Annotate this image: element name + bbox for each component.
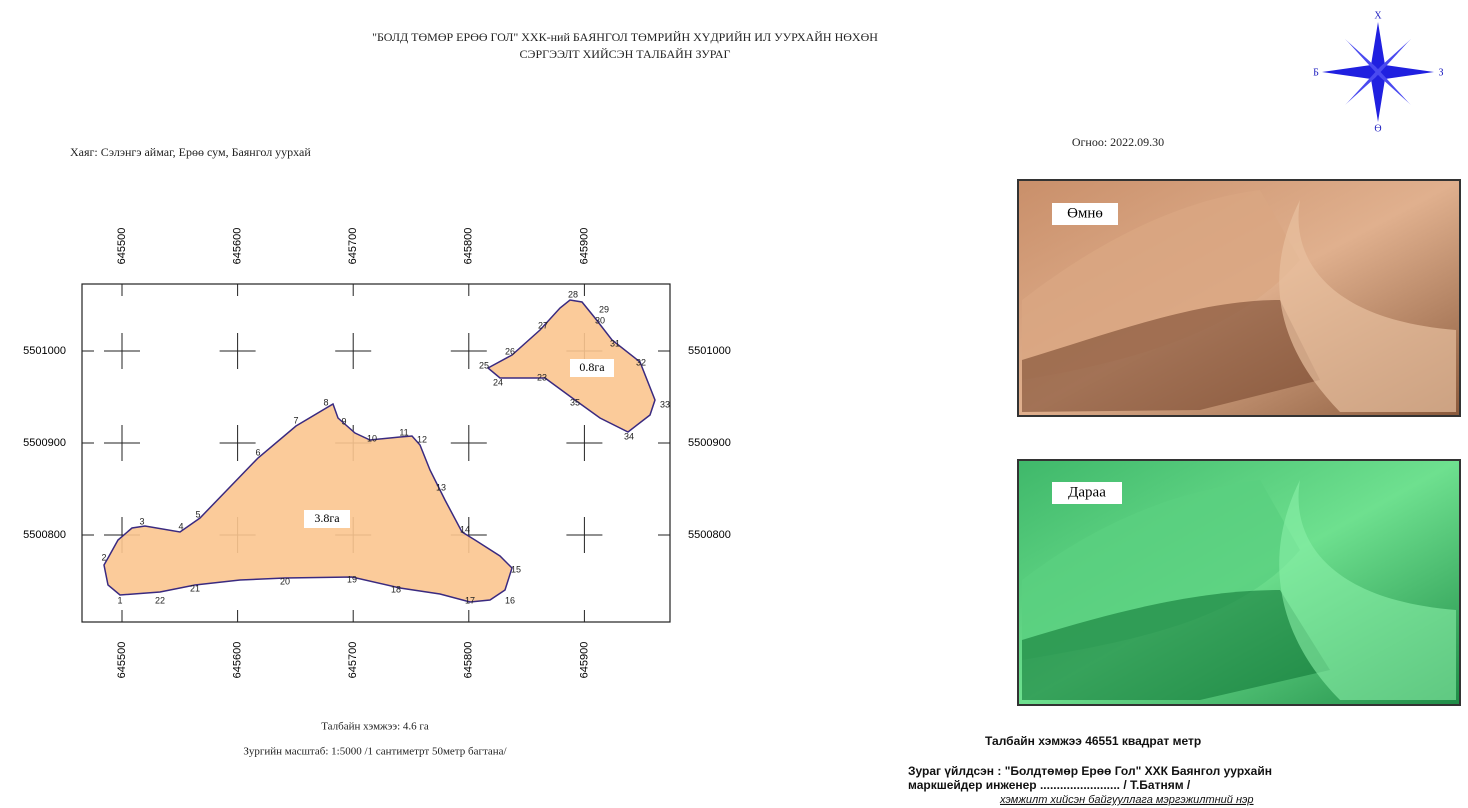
y-coord-label: 5500800 (688, 529, 731, 541)
point-label: 11 (399, 427, 408, 437)
area-label-bg (570, 359, 614, 377)
point-label: 5 (195, 509, 200, 519)
x-coord-label: 645500 (116, 228, 128, 265)
point-label: 27 (538, 320, 548, 330)
area-value: 46551 (1085, 734, 1119, 748)
point-label: 13 (436, 482, 446, 492)
point-label: 34 (624, 431, 634, 441)
point-label: 20 (280, 576, 290, 586)
photo-label: Өмнө (1067, 205, 1103, 221)
photo-after: Дараа (1017, 459, 1461, 706)
point-label: 17 (465, 595, 475, 605)
point-label: 26 (505, 346, 515, 356)
point-label: 9 (341, 416, 346, 426)
point-label: 10 (367, 433, 377, 443)
point-label: 23 (537, 372, 547, 382)
engineer: маркшейдер инженер .....................… (908, 778, 1191, 792)
point-label: 3 (139, 516, 144, 526)
footer-scale: Зургийн масштаб: 1:5000 /1 сантиметрт 50… (243, 746, 507, 758)
compass: Х Б З Ө (1313, 10, 1443, 134)
point-label: 21 (190, 583, 200, 593)
point-label: 24 (493, 377, 503, 387)
x-coord-label: 645800 (463, 228, 475, 265)
point-label: 16 (505, 595, 515, 605)
y-coord-label: 5501000 (23, 345, 66, 357)
area-suffix: квадрат метр (1122, 734, 1201, 748)
point-label: 14 (460, 524, 470, 534)
x-coord-label: 645900 (578, 642, 590, 679)
area-total: Талбайн хэмжээ 46551 квадрат метр (985, 734, 1201, 748)
y-coord-label: 5501000 (688, 345, 731, 357)
point-label: 35 (570, 397, 580, 407)
point-label: 4 (178, 521, 183, 531)
footer-area: Талбайн хэмжээ: 4.6 га (321, 721, 429, 733)
y-coord-label: 5500900 (23, 437, 66, 449)
point-label: 1 (117, 595, 122, 605)
compass-w: Б (1313, 67, 1319, 78)
area-prefix: Талбайн хэмжээ (985, 734, 1082, 748)
y-coord-label: 5500900 (688, 437, 731, 449)
x-coord-label: 645800 (463, 642, 475, 679)
point-label: 25 (479, 360, 489, 370)
point-label: 7 (293, 415, 298, 425)
x-coord-label: 645700 (347, 642, 359, 679)
x-coord-label: 645700 (347, 228, 359, 265)
point-label: 33 (660, 399, 670, 409)
point-label: 15 (511, 564, 521, 574)
point-label: 31 (610, 338, 620, 348)
point-label: 18 (391, 584, 401, 594)
point-label: 32 (636, 357, 646, 367)
photo-label: Дараа (1068, 484, 1106, 500)
x-coord-label: 645500 (116, 642, 128, 679)
date: Огноо: 2022.09.30 (1072, 135, 1164, 149)
point-label: 6 (255, 447, 260, 457)
x-coord-label: 645600 (232, 228, 244, 265)
photo-before: Өмнө (1017, 179, 1461, 417)
point-label: 29 (599, 304, 609, 314)
compass-s: Ө (1374, 123, 1381, 134)
title-line: "БОЛД ТӨМӨР ЕРӨӨ ГОЛ" ХХК-ний БАЯНГОЛ ТӨ… (372, 30, 878, 44)
point-label: 8 (323, 397, 328, 407)
point-label: 30 (595, 315, 605, 325)
address: Хаяг: Сэлэнгэ аймаг, Ерөө сум, Баянгол у… (70, 145, 311, 159)
compass-n: Х (1374, 10, 1382, 21)
note: хэмжилт хийсэн байгууллага мэргэжилтний … (999, 794, 1254, 806)
point-label: 28 (568, 289, 578, 299)
point-label: 2 (101, 552, 106, 562)
point-label: 19 (347, 574, 357, 584)
point-label: 22 (155, 595, 165, 605)
title-line: СЭРГЭЭЛТ ХИЙСЭН ТАЛБАЙН ЗУРАГ (520, 47, 731, 61)
area-label: 3.8га (314, 511, 340, 525)
x-coord-label: 645600 (232, 642, 244, 679)
point-label: 12 (417, 434, 427, 444)
area-label: 0.8га (579, 360, 605, 374)
y-coord-label: 5500800 (23, 529, 66, 541)
x-coord-label: 645900 (578, 228, 590, 265)
made-by: Зураг үйлдсэн : "Болдтөмөр Ерөө Гол" ХХК… (908, 764, 1272, 778)
area-label-bg (304, 510, 350, 528)
area-polygon (103, 402, 513, 603)
compass-e: З (1438, 67, 1443, 78)
